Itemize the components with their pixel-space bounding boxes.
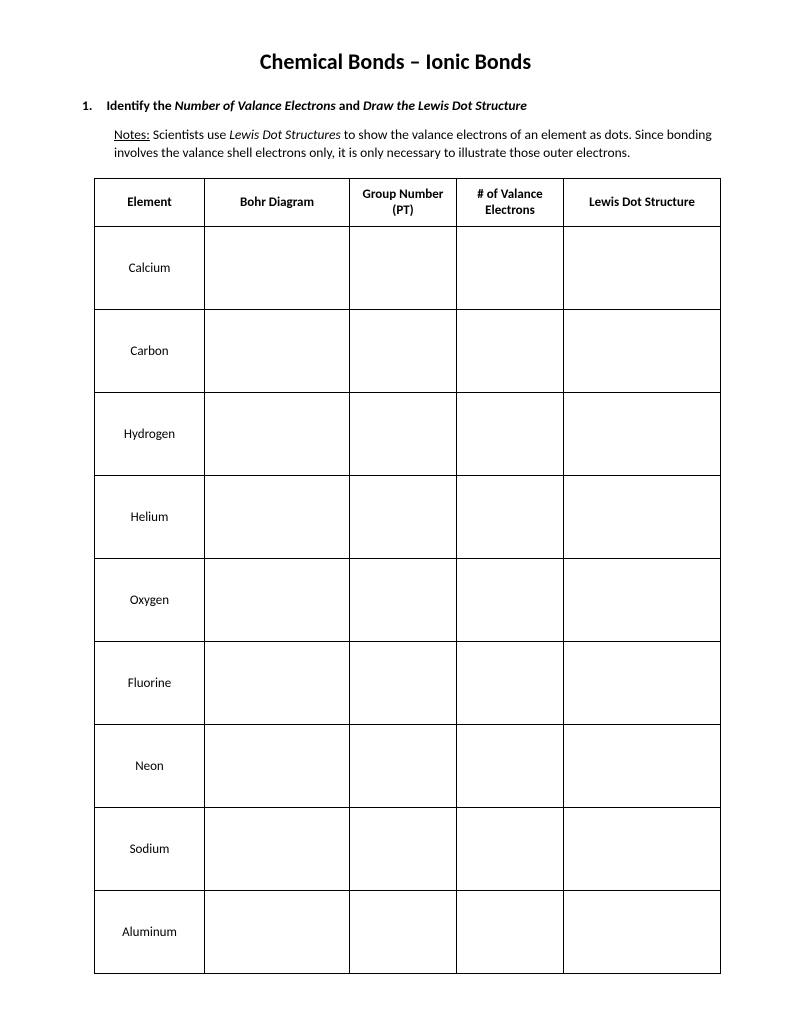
cell-lewis <box>564 725 721 808</box>
cell-valance <box>457 310 564 393</box>
cell-bohr <box>205 725 350 808</box>
cell-element: Carbon <box>95 310 205 393</box>
notes-block: Notes: Scientists use Lewis Dot Structur… <box>114 126 719 162</box>
cell-element: Neon <box>95 725 205 808</box>
header-lewis: Lewis Dot Structure <box>564 179 721 227</box>
cell-lewis <box>564 808 721 891</box>
cell-lewis <box>564 891 721 974</box>
cell-valance <box>457 891 564 974</box>
question-prefix: Identify the <box>106 97 174 114</box>
cell-group <box>350 476 457 559</box>
question-number: 1. <box>82 97 92 114</box>
cell-valance <box>457 642 564 725</box>
table-row: Calcium <box>95 227 721 310</box>
cell-group <box>350 808 457 891</box>
cell-bohr <box>205 227 350 310</box>
table-body: CalciumCarbonHydrogenHeliumOxygenFluorin… <box>95 227 721 974</box>
question-block: 1. Identify the Number of Valance Electr… <box>72 97 719 114</box>
cell-bohr <box>205 310 350 393</box>
cell-lewis <box>564 310 721 393</box>
question-italic-2: Draw the Lewis Dot Structure <box>363 97 527 114</box>
cell-group <box>350 891 457 974</box>
cell-bohr <box>205 808 350 891</box>
table-header-row: Element Bohr Diagram Group Number (PT) #… <box>95 179 721 227</box>
cell-element: Calcium <box>95 227 205 310</box>
notes-italic: Lewis Dot Structures <box>229 126 341 143</box>
cell-valance <box>457 808 564 891</box>
table-row: Fluorine <box>95 642 721 725</box>
cell-bohr <box>205 393 350 476</box>
cell-element: Hydrogen <box>95 393 205 476</box>
cell-lewis <box>564 227 721 310</box>
cell-lewis <box>564 476 721 559</box>
cell-bohr <box>205 559 350 642</box>
header-bohr: Bohr Diagram <box>205 179 350 227</box>
cell-bohr <box>205 891 350 974</box>
cell-element: Aluminum <box>95 891 205 974</box>
cell-group <box>350 559 457 642</box>
table-row: Oxygen <box>95 559 721 642</box>
notes-part1: Scientists use <box>150 126 229 143</box>
cell-valance <box>457 393 564 476</box>
cell-element: Helium <box>95 476 205 559</box>
header-group: Group Number (PT) <box>350 179 457 227</box>
cell-valance <box>457 476 564 559</box>
notes-label: Notes: <box>114 126 150 143</box>
table-row: Helium <box>95 476 721 559</box>
table-row: Neon <box>95 725 721 808</box>
table-row: Aluminum <box>95 891 721 974</box>
page-title: Chemical Bonds – Ionic Bonds <box>72 48 719 75</box>
cell-valance <box>457 559 564 642</box>
cell-valance <box>457 227 564 310</box>
cell-bohr <box>205 476 350 559</box>
header-element: Element <box>95 179 205 227</box>
cell-element: Fluorine <box>95 642 205 725</box>
cell-lewis <box>564 642 721 725</box>
cell-valance <box>457 725 564 808</box>
cell-group <box>350 642 457 725</box>
cell-element: Oxygen <box>95 559 205 642</box>
cell-bohr <box>205 642 350 725</box>
cell-group <box>350 310 457 393</box>
cell-element: Sodium <box>95 808 205 891</box>
cell-group <box>350 227 457 310</box>
worksheet-table: Element Bohr Diagram Group Number (PT) #… <box>94 178 721 974</box>
question-italic-1: Number of Valance Electrons <box>175 97 336 114</box>
cell-lewis <box>564 393 721 476</box>
cell-lewis <box>564 559 721 642</box>
cell-group <box>350 725 457 808</box>
table-row: Hydrogen <box>95 393 721 476</box>
question-middle: and <box>336 97 363 114</box>
header-valance: # of Valance Electrons <box>457 179 564 227</box>
cell-group <box>350 393 457 476</box>
table-row: Carbon <box>95 310 721 393</box>
question-text: Identify the Number of Valance Electrons… <box>106 97 526 114</box>
table-row: Sodium <box>95 808 721 891</box>
